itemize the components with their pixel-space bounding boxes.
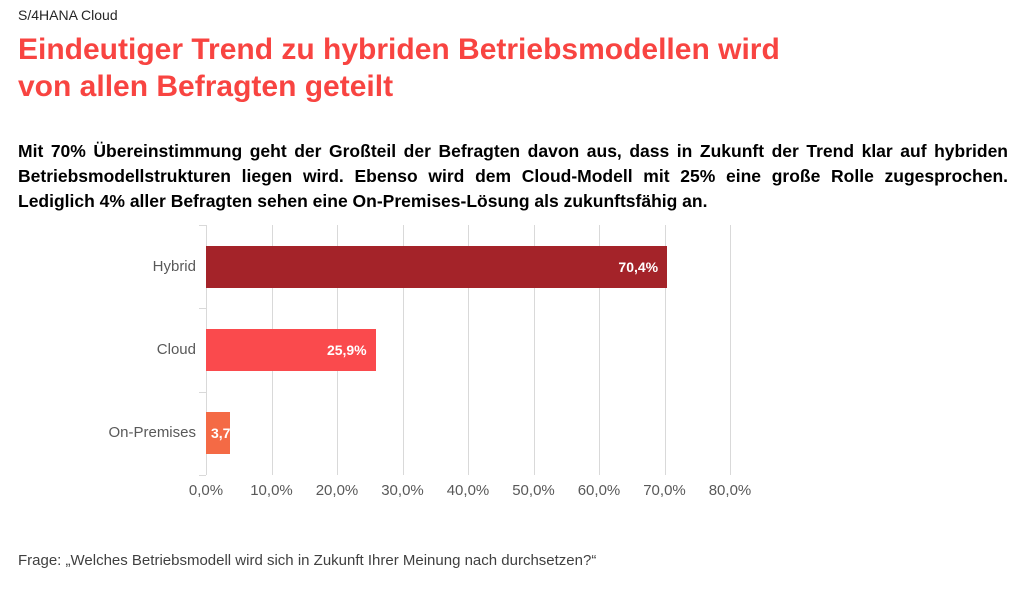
bar-chart: 0,0% 10,0% 20,0% 30,0% 40,0% 50,0% 60,0% 70,0% 8…	[108, 225, 756, 499]
category-axis-tick	[199, 308, 206, 310]
gridline-30,0%	[402, 225, 404, 475]
value-label-hybrid: 70,4%	[618, 258, 659, 275]
x-axis-tick-label: 80,0%	[708, 482, 752, 499]
x-axis-tick-label: 60,0%	[577, 482, 621, 499]
category-label-hybrid: Hybrid	[152, 257, 196, 275]
page-title: Eindeutiger Trend zu hybriden Betriebsmo…	[18, 31, 780, 105]
x-axis-tick-label: 50,0%	[512, 482, 555, 499]
category-label-cloud: Cloud	[156, 341, 196, 358]
x-axis-tick-label: 20,0%	[315, 482, 359, 499]
value-label-cloud: 25,9%	[326, 342, 367, 358]
x-axis-tick-label: 0,0%	[188, 482, 224, 499]
intro-line-1: Mit 70% Übereinstimmung geht der Großtei…	[18, 141, 1008, 161]
category-label-on-premises: On-Premises	[108, 424, 196, 442]
value-label-on-premises: 3,7%	[211, 425, 231, 442]
bar-hybrid: 70,4%	[206, 245, 668, 288]
category-axis-tick	[199, 391, 206, 393]
intro-paragraph: Mit 70% Übereinstimmung geht der Großtei…	[18, 139, 1008, 214]
gridline-80,0%	[730, 225, 731, 475]
x-axis-tick-label: 10,0%	[250, 482, 293, 499]
slide-eyebrow: S/4HANA Cloud	[18, 7, 118, 23]
intro-line-3: Lediglich 4% aller Befragten sehen eine …	[18, 191, 708, 211]
bar-on-premises: 3,7%	[206, 412, 231, 455]
x-axis-tick-label: 40,0%	[446, 482, 490, 499]
x-axis-tick-label: 70,0%	[643, 482, 686, 499]
gridline-60,0%	[599, 225, 600, 475]
intro-line-2: Betriebsmodellstrukturen liegen wird. Eb…	[18, 166, 1008, 186]
x-axis-tick-label: 30,0%	[381, 482, 424, 499]
question-footnote: Frage: „Welches Betriebsmodell wird sich…	[18, 552, 597, 569]
page-title-line-2: von allen Befragten geteilt	[18, 70, 394, 103]
gridline-40,0%	[468, 225, 469, 475]
category-axis-tick	[199, 225, 206, 226]
bar-cloud: 25,9%	[206, 329, 376, 371]
gridline-50,0%	[533, 225, 535, 475]
page-title-line-1: Eindeutiger Trend zu hybriden Betriebsmo…	[18, 33, 780, 66]
category-axis-tick	[199, 475, 206, 476]
gridline-70,0%	[664, 225, 666, 475]
